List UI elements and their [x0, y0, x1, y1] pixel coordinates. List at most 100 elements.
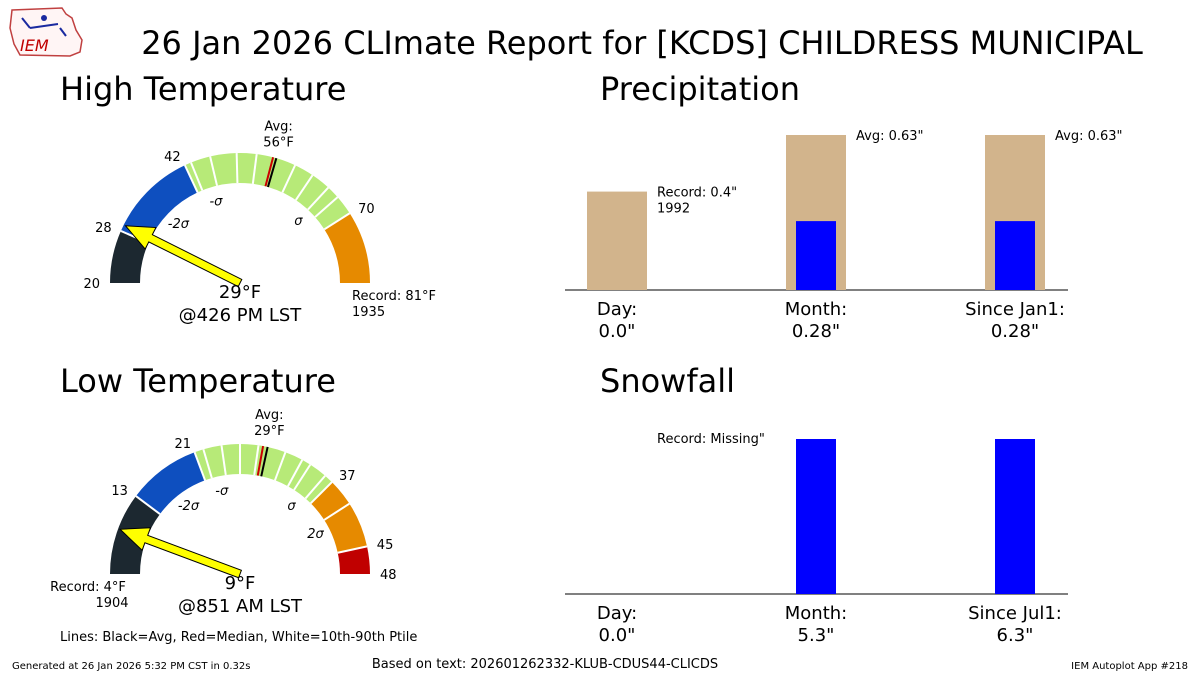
- gauge-band: [184, 153, 350, 230]
- gauge-record-year: 1935: [352, 305, 385, 320]
- low-temp-title: Low Temperature: [60, 362, 336, 400]
- gauge-observed-value: 29°F: [219, 282, 261, 303]
- gauge-avg-line: [260, 446, 269, 477]
- gauge-sigma-label: σ: [287, 499, 296, 514]
- gauge-avg-value: 29°F: [254, 424, 285, 439]
- gauge-avg-line: [266, 157, 278, 188]
- gauge-band: [324, 213, 370, 283]
- gauge-median-line: [256, 445, 265, 476]
- gauge-band: [337, 546, 370, 574]
- observed-bar: [995, 439, 1035, 594]
- observed-bar: [796, 221, 836, 290]
- gauge-percentile-line: [190, 162, 204, 191]
- gauge-band: [310, 482, 368, 553]
- bar-category-label: Month:: [785, 603, 847, 624]
- gauge-band: [194, 443, 332, 504]
- precip-bar-chart: Record: 0.4"1992 Day:0.0" Avg: 0.63" Month:…: [565, 129, 1123, 342]
- gauge-observed-value: 9°F: [225, 573, 256, 594]
- gauge-tick-label: 21: [175, 437, 192, 452]
- bar-category-label: Day:: [597, 603, 637, 624]
- gauge-percentile-line: [253, 445, 260, 476]
- gauge-record-year: 1904: [95, 596, 128, 611]
- gauge-sigma-label: σ: [294, 214, 303, 229]
- iem-logo-text: IEM: [20, 36, 49, 55]
- gauge-observed-time: @426 PM LST: [179, 305, 303, 326]
- page-title: 26 Jan 2026 CLImate Report for [KCDS] CH…: [141, 24, 1143, 62]
- bar-category-value: 6.3": [997, 625, 1034, 646]
- snowfall-bar-chart: Record: Missing" Day:0.0" Month:5.3" Since …: [565, 432, 1068, 646]
- precip-title: Precipitation: [600, 70, 800, 108]
- bar-category-value: 5.3": [798, 625, 835, 646]
- gauge-percentile-line: [274, 451, 287, 481]
- observed-bar: [995, 221, 1035, 290]
- gauge-percentile-line: [304, 475, 326, 500]
- observed-bar: [796, 439, 836, 594]
- gauge-tick-label: 42: [164, 150, 181, 165]
- bar-category-value: 0.28": [991, 321, 1039, 342]
- reference-label: Record: Missing": [657, 432, 765, 447]
- gauge-sigma-label: 2σ: [307, 527, 324, 542]
- gauge-percentile-line: [287, 459, 304, 487]
- high-temp-title: High Temperature: [60, 70, 346, 108]
- gauge-percentile-line: [235, 153, 239, 184]
- gauge-needle: [118, 527, 243, 579]
- bar-category-label: Since Jul1:: [968, 603, 1062, 624]
- gauge-tick-label: 13: [111, 484, 128, 499]
- iem-logo: IEM: [9, 7, 83, 57]
- gauge-sigma-label: -2σ: [178, 499, 200, 514]
- bar-category-label: Since Jan1:: [965, 299, 1065, 320]
- gauge-percentile-line: [323, 502, 350, 521]
- gauge-observed-time: @851 AM LST: [178, 596, 303, 617]
- bar-category-value: 0.28": [792, 321, 840, 342]
- gauge-sigma-label: -σ: [209, 194, 223, 209]
- gauge-needle: [124, 225, 243, 288]
- gauge-avg-label: Avg:: [264, 119, 292, 134]
- bar-category-label: Day:: [597, 299, 637, 320]
- low-temp-gauge: 13 21 37 45 48 -2σ -σ σ 2σ Avg:29°F 9°F@851 AM LST…: [50, 408, 396, 617]
- gauge-band-separator: [337, 545, 368, 554]
- gauge-percentile-line: [294, 174, 314, 201]
- reference-bar: [587, 191, 647, 290]
- gauge-sigma-label: -2σ: [168, 217, 190, 232]
- reference-label: Avg: 0.63": [1055, 129, 1123, 144]
- gauge-avg-value: 56°F: [263, 135, 294, 150]
- gauges-legend: Lines: Black=Avg, Red=Median, White=10th…: [60, 630, 417, 645]
- gauge-percentile-line: [281, 164, 297, 193]
- reference-label: Record: 0.4": [657, 186, 737, 201]
- gauge-tick-label: 70: [358, 202, 375, 217]
- footer-app: IEM Autoplot App #218: [1071, 661, 1188, 672]
- gauge-tick-label: 20: [83, 277, 100, 292]
- gauge-percentile-line: [293, 464, 312, 491]
- gauge-record-label: Record: 81°F: [352, 289, 436, 304]
- footer-based-on: Based on text: 202601262332-KLUB-CDUS44-…: [372, 657, 718, 672]
- gauge-percentile-line: [209, 156, 219, 186]
- gauge-band-separator: [135, 495, 161, 515]
- gauge-sigma-label: -σ: [215, 484, 229, 499]
- gauge-band-separator: [183, 164, 199, 193]
- gauge-tick-label: 28: [95, 221, 112, 236]
- reference-label: Avg: 0.63": [856, 129, 924, 144]
- gauge-band: [110, 230, 149, 283]
- gauge-band-separator: [310, 481, 333, 504]
- gauge-percentile-line: [202, 448, 213, 479]
- reference-year: 1992: [657, 202, 690, 217]
- snowfall-title: Snowfall: [600, 362, 735, 400]
- bar-category-value: 0.0": [599, 321, 636, 342]
- high-temp-gauge: 20 28 42 70 -2σ -σ σ Avg:56°F 29°F@426 PM LST Rec…: [83, 119, 436, 326]
- gauge-record-label: Record: 4°F: [50, 580, 126, 595]
- gauge-band-separator: [323, 212, 351, 231]
- bar-category-value: 0.0": [599, 625, 636, 646]
- gauge-tick-label: 45: [377, 538, 394, 553]
- gauge-band: [135, 452, 206, 515]
- gauge-band-separator: [193, 451, 206, 481]
- gauge-percentile-line: [314, 196, 339, 218]
- gauge-avg-label: Avg:: [255, 408, 283, 423]
- gauge-median-line: [264, 157, 275, 187]
- gauge-tick-label: 37: [339, 469, 356, 484]
- gauge-percentile-line: [307, 186, 330, 211]
- gauge-percentile-line: [251, 153, 258, 184]
- gauge-percentile-line: [220, 445, 227, 476]
- gauge-band: [120, 165, 198, 243]
- gauge-tick-label: 48: [380, 568, 397, 583]
